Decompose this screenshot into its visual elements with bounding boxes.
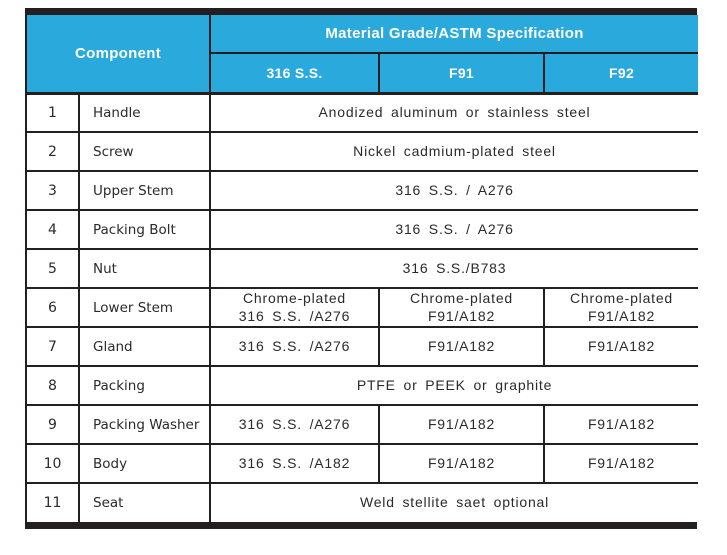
component-name: Seat: [79, 482, 211, 522]
component-name: Screw: [79, 131, 211, 171]
row-number: 3: [26, 170, 80, 210]
component-name: Nut: [79, 248, 211, 288]
header-row-1: Component Material Grade/ASTM Specificat…: [26, 15, 699, 95]
header-component: Component: [26, 15, 211, 95]
value-span: Weld stellite saet optional: [210, 482, 699, 522]
header-col-316ss: 316 S.S.: [210, 53, 380, 95]
header-material-spec: Material Grade/ASTM Specification: [210, 15, 699, 54]
table-row: 11 Seat Weld stellite saet optional: [26, 482, 699, 522]
value-f92: F91/A182: [544, 443, 699, 483]
row-number: 2: [26, 131, 80, 171]
row-number: 9: [26, 404, 80, 444]
table-row: 5 Nut 316 S.S./B783: [26, 248, 699, 288]
value-f92: F91/A182: [544, 404, 699, 444]
component-name: Gland: [79, 326, 211, 366]
value-span: 316 S.S. / A276: [210, 209, 699, 249]
table-row: 1 Handle Anodized aluminum or stainless …: [26, 93, 699, 132]
value-f91: F91/A182: [379, 443, 545, 483]
table-row: 9 Packing Washer 316 S.S. /A276 F91/A182…: [26, 404, 699, 444]
row-number: 8: [26, 365, 80, 405]
value-316ss: Chrome-plated 316 S.S. /A276: [210, 287, 380, 327]
table-row: 6 Lower Stem Chrome-plated 316 S.S. /A27…: [26, 287, 699, 327]
row-number: 1: [26, 93, 80, 132]
table-row: 8 Packing PTFE or PEEK or graphite: [26, 365, 699, 405]
value-span: Anodized aluminum or stainless steel: [210, 93, 699, 132]
material-spec-table: Component Material Grade/ASTM Specificat…: [25, 15, 699, 522]
component-name: Upper Stem: [79, 170, 211, 210]
value-316ss: 316 S.S. /A276: [210, 404, 380, 444]
table-row: 3 Upper Stem 316 S.S. / A276: [26, 170, 699, 210]
table-row: 2 Screw Nickel cadmium-plated steel: [26, 131, 699, 171]
table-row: 4 Packing Bolt 316 S.S. / A276: [26, 209, 699, 249]
component-name: Packing Washer: [79, 404, 211, 444]
component-name: Handle: [79, 93, 211, 132]
value-span: 316 S.S./B783: [210, 248, 699, 288]
row-number: 10: [26, 443, 80, 483]
value-f92: F91/A182: [544, 326, 699, 366]
value-316ss: 316 S.S. /A182: [210, 443, 380, 483]
component-name: Packing Bolt: [79, 209, 211, 249]
value-316ss: 316 S.S. /A276: [210, 326, 380, 366]
material-spec-table-wrapper: Component Material Grade/ASTM Specificat…: [25, 8, 699, 529]
row-number: 11: [26, 482, 80, 522]
table-row: 10 Body 316 S.S. /A182 F91/A182 F91/A182: [26, 443, 699, 483]
component-name: Lower Stem: [79, 287, 211, 327]
component-name: Body: [79, 443, 211, 483]
value-span: PTFE or PEEK or graphite: [210, 365, 699, 405]
value-f91: F91/A182: [379, 326, 545, 366]
value-span: 316 S.S. / A276: [210, 170, 699, 210]
header-col-f92: F92: [544, 53, 699, 95]
row-number: 7: [26, 326, 80, 366]
row-number: 5: [26, 248, 80, 288]
value-f91: Chrome-plated F91/A182: [379, 287, 545, 327]
table-row: 7 Gland 316 S.S. /A276 F91/A182 F91/A182: [26, 326, 699, 366]
header-row-2: 316 S.S. F91 F92: [26, 53, 699, 95]
value-span: Nickel cadmium-plated steel: [210, 131, 699, 171]
header-col-f91: F91: [379, 53, 545, 95]
row-number: 6: [26, 287, 80, 327]
component-name: Packing: [79, 365, 211, 405]
value-f91: F91/A182: [379, 404, 545, 444]
row-number: 4: [26, 209, 80, 249]
value-f92: Chrome-plated F91/A182: [544, 287, 699, 327]
